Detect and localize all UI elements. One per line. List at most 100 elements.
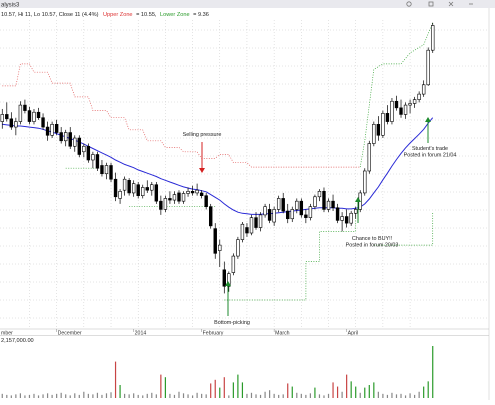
candle — [263, 203, 267, 218]
annotation-text: Selling pressure — [183, 132, 222, 138]
candle-body — [304, 214, 308, 218]
candle-body — [163, 198, 168, 210]
candle — [240, 222, 245, 243]
volume-bar — [404, 395, 407, 398]
volume-bar — [395, 394, 398, 398]
close-icon[interactable] — [448, 1, 454, 7]
candle-body — [390, 100, 394, 122]
volume-bar — [28, 394, 31, 398]
candle-body — [372, 124, 376, 144]
price-grid — [0, 20, 489, 329]
volume-bar — [377, 391, 379, 398]
candle-body — [36, 111, 41, 119]
candle — [412, 96, 417, 108]
volume-bar — [255, 394, 257, 398]
window-control-icon[interactable] — [406, 1, 412, 7]
candle-body — [394, 100, 399, 109]
volume-bar — [124, 393, 126, 398]
candle-body — [127, 180, 131, 194]
volume-bar — [327, 393, 330, 398]
candle — [136, 181, 140, 199]
candle — [394, 95, 399, 111]
volume-bar — [51, 394, 53, 398]
annotation-arrow-head — [225, 281, 231, 286]
candle-body — [258, 214, 263, 228]
candle-body — [331, 200, 335, 209]
candle — [249, 214, 254, 236]
candle-body — [349, 212, 353, 224]
candle — [18, 101, 23, 125]
candle-body — [32, 111, 36, 122]
volume-bar — [219, 387, 221, 398]
candle-body — [68, 132, 72, 147]
candle — [349, 211, 353, 226]
volume-bar — [282, 394, 284, 398]
candle-body — [376, 124, 381, 136]
volume-bar — [346, 374, 348, 398]
volume-bar — [400, 393, 402, 398]
candle-body — [18, 104, 23, 122]
candle — [326, 198, 331, 213]
candle-body — [5, 114, 9, 120]
volume-bar — [105, 393, 108, 398]
ohlc-text: 10.57, Hi 11, Lo 10.57, Close 11 (4.4%) — [1, 12, 99, 18]
date-axis-label: December — [58, 331, 82, 337]
candle-body — [14, 121, 18, 128]
volume-bar — [201, 393, 203, 398]
volume-bar — [1, 393, 3, 398]
candle-body — [86, 145, 91, 161]
volume-bar — [259, 394, 262, 398]
volume-bar — [228, 395, 230, 398]
candle — [335, 203, 340, 224]
date-axis-label: April — [348, 331, 358, 337]
volume-bar — [336, 386, 339, 398]
candle — [367, 140, 372, 174]
candle — [9, 112, 14, 130]
annotation-bottom-picking: Bottom-picking — [214, 281, 250, 326]
volume-bar — [33, 393, 35, 398]
candle — [159, 195, 163, 215]
restore-icon[interactable] — [428, 1, 434, 7]
candle-body — [181, 193, 186, 202]
candle-body — [73, 137, 77, 147]
candle — [267, 203, 272, 224]
lower-zone-label: Lower Zone — [160, 12, 190, 18]
candle-body — [91, 154, 95, 161]
candle-body — [208, 206, 213, 227]
window-tab-label[interactable]: alysis3 — [1, 3, 20, 9]
candle-body — [403, 104, 408, 115]
lower-zone-value: = 9.36 — [193, 12, 209, 18]
candle — [308, 203, 313, 221]
volume-bar — [382, 393, 384, 398]
candle-body — [236, 239, 240, 257]
candle — [245, 223, 249, 237]
candle-body — [9, 118, 14, 128]
candle — [14, 117, 18, 136]
candle-body — [199, 192, 204, 196]
annotation-text: Chance to BUY!! — [352, 236, 393, 242]
candle — [258, 212, 263, 232]
annotation-arrow-head — [355, 197, 361, 202]
candle-body — [254, 217, 258, 228]
volume-bar — [78, 394, 80, 398]
candle-body — [326, 200, 331, 210]
candle-body — [41, 117, 45, 128]
annotation-text: Posted in forum 20/03 — [346, 243, 399, 249]
volume-bar — [178, 391, 180, 398]
candle-body — [353, 209, 358, 214]
candle-body — [417, 93, 421, 100]
candle — [77, 135, 82, 158]
volume-bar — [309, 393, 311, 398]
volume-bar — [409, 393, 411, 398]
volume-bar — [232, 382, 234, 398]
volume-bar — [56, 393, 58, 398]
candle — [190, 185, 195, 196]
ohlc-readout: 10.57, Hi 11, Lo 10.57, Close 11 (4.4%) … — [1, 12, 209, 18]
candle-body — [54, 124, 59, 133]
volume-bar — [92, 394, 94, 398]
candle — [272, 206, 276, 226]
candle — [390, 97, 394, 125]
candle — [376, 116, 381, 141]
volume-bar — [119, 385, 121, 398]
candle — [118, 189, 122, 204]
